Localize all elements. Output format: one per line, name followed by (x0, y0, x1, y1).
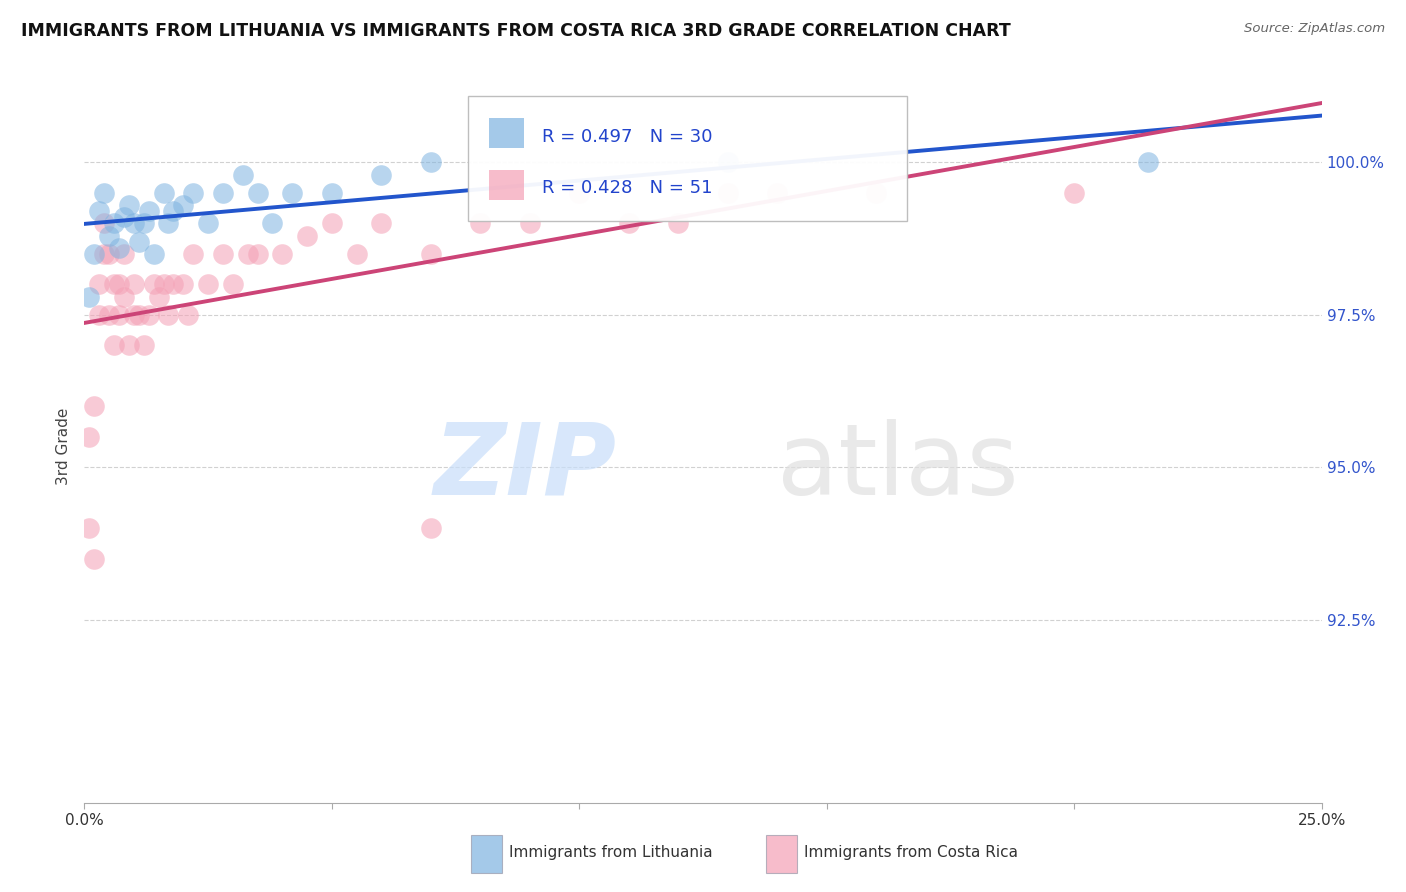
Point (89, 277, 111, 292)
Point (98, 247, 121, 261)
Point (295, 228, 318, 243)
Point (108, 241, 131, 255)
Point (419, 521, 441, 535)
Text: Immigrants from Costa Rica: Immigrants from Costa Rica (804, 845, 1018, 860)
Point (98, 308, 121, 322)
Text: R = 0.428   N = 51: R = 0.428 N = 51 (543, 179, 713, 197)
Point (222, 277, 245, 292)
Point (152, 186, 174, 200)
Point (470, 216, 492, 230)
Bar (471, 835, 502, 873)
Point (321, 216, 343, 230)
Point (118, 198, 141, 212)
Point (370, 168, 392, 182)
Point (197, 277, 219, 292)
Point (83, 247, 105, 261)
Point (162, 277, 184, 292)
Point (172, 277, 194, 292)
Text: R = 0.497   N = 30: R = 0.497 N = 30 (543, 128, 713, 146)
Point (717, 155, 740, 169)
Point (138, 204, 160, 219)
Point (246, 247, 269, 261)
Point (766, 186, 789, 200)
Point (346, 247, 368, 261)
Point (142, 247, 165, 261)
Point (568, 186, 591, 200)
Point (271, 247, 294, 261)
Point (128, 235, 150, 249)
Point (865, 186, 887, 200)
Point (197, 216, 219, 230)
Point (281, 186, 304, 200)
Text: Immigrants from Lithuania: Immigrants from Lithuania (509, 845, 713, 860)
Point (1137, 155, 1160, 169)
Point (122, 308, 145, 322)
Y-axis label: 3rd Grade: 3rd Grade (56, 408, 72, 484)
Point (419, 155, 441, 169)
Point (419, 247, 441, 261)
Point (177, 308, 200, 322)
Point (93, 186, 115, 200)
Point (181, 247, 204, 261)
Point (1063, 186, 1085, 200)
Point (132, 216, 155, 230)
Point (112, 289, 135, 303)
Point (232, 168, 254, 182)
Point (666, 216, 689, 230)
Point (138, 308, 160, 322)
FancyBboxPatch shape (468, 96, 907, 221)
Text: Source: ZipAtlas.com: Source: ZipAtlas.com (1244, 22, 1385, 36)
Point (157, 216, 180, 230)
Text: atlas: atlas (778, 419, 1019, 516)
Point (103, 277, 125, 292)
Bar (489, 169, 523, 200)
Point (93, 247, 115, 261)
Point (89, 308, 111, 322)
Point (108, 308, 131, 322)
Point (519, 216, 541, 230)
Point (89, 204, 111, 219)
Point (112, 211, 135, 225)
Point (212, 247, 235, 261)
Point (103, 216, 125, 230)
Point (212, 186, 235, 200)
Point (132, 338, 155, 352)
Point (98, 228, 121, 243)
Point (83, 551, 105, 566)
Bar (766, 835, 797, 873)
Point (717, 186, 740, 200)
Point (142, 277, 165, 292)
Point (108, 277, 131, 292)
Point (122, 277, 145, 292)
Text: IMMIGRANTS FROM LITHUANIA VS IMMIGRANTS FROM COSTA RICA 3RD GRADE CORRELATION CH: IMMIGRANTS FROM LITHUANIA VS IMMIGRANTS … (21, 22, 1011, 40)
Point (93, 216, 115, 230)
Point (172, 198, 194, 212)
Point (157, 308, 180, 322)
Point (118, 338, 141, 352)
Point (246, 186, 269, 200)
Point (148, 289, 170, 303)
Point (321, 186, 343, 200)
Text: ZIP: ZIP (433, 419, 616, 516)
Point (162, 204, 184, 219)
Point (617, 216, 640, 230)
Point (79, 430, 101, 444)
Bar (489, 119, 523, 148)
Point (236, 247, 259, 261)
Point (262, 216, 284, 230)
Point (181, 186, 204, 200)
Point (83, 400, 105, 414)
Point (122, 216, 145, 230)
Point (152, 277, 174, 292)
Point (128, 308, 150, 322)
Point (112, 247, 135, 261)
Point (370, 216, 392, 230)
Point (103, 338, 125, 352)
Point (79, 289, 101, 303)
Point (79, 521, 101, 535)
